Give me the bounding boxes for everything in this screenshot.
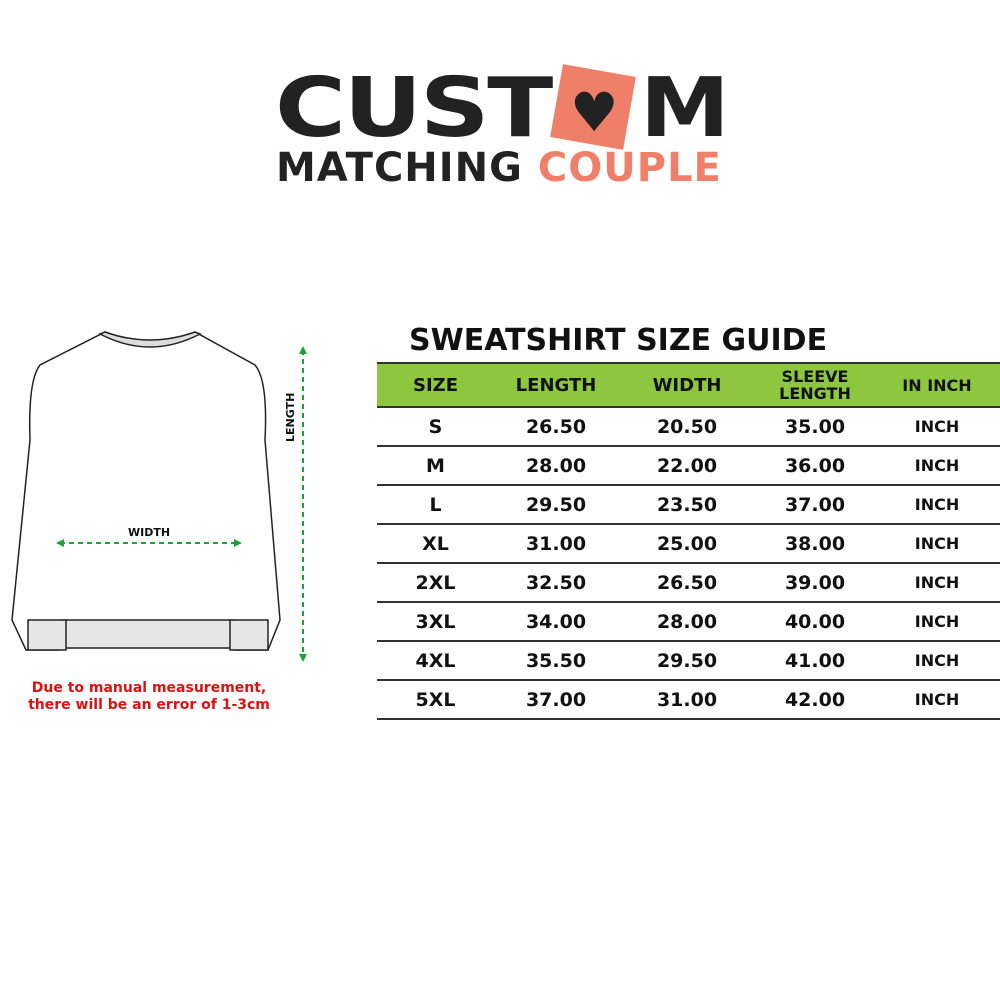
cell-size: XL xyxy=(377,524,494,564)
cell-width: 31.00 xyxy=(618,680,756,720)
cell-sleeve-length: 42.00 xyxy=(756,680,874,720)
header-sleeve-length: SLEEVE LENGTH xyxy=(756,362,874,408)
cell-unit: INCH xyxy=(874,485,1000,525)
size-table: SIZE LENGTH WIDTH SLEEVE LENGTH IN INCH … xyxy=(377,362,1000,720)
width-label: WIDTH xyxy=(128,526,170,539)
cell-width: 22.00 xyxy=(618,446,756,486)
cell-size: 4XL xyxy=(377,641,494,681)
table-header-row: SIZE LENGTH WIDTH SLEEVE LENGTH IN INCH xyxy=(377,362,1000,408)
cell-size: S xyxy=(377,407,494,447)
cell-sleeve-length: 39.00 xyxy=(756,563,874,603)
cell-unit: INCH xyxy=(874,563,1000,603)
cell-sleeve-length: 40.00 xyxy=(756,602,874,642)
sweatshirt-diagram: WIDTH LENGTH xyxy=(11,331,307,662)
logo-custom-text: CUST xyxy=(275,61,553,156)
cell-length: 29.50 xyxy=(494,485,618,525)
cell-length: 35.50 xyxy=(494,641,618,681)
cell-size: 3XL xyxy=(377,602,494,642)
header-width: WIDTH xyxy=(618,362,756,408)
table-row: M 28.00 22.00 36.00 INCH xyxy=(377,446,1000,486)
logo-subtitle: MATCHING COUPLE xyxy=(276,145,722,191)
cell-length: 37.00 xyxy=(494,680,618,720)
header-unit: IN INCH xyxy=(874,362,1000,408)
cell-width: 23.50 xyxy=(618,485,756,525)
cell-width: 28.00 xyxy=(618,602,756,642)
cell-sleeve-length: 38.00 xyxy=(756,524,874,564)
cell-unit: INCH xyxy=(874,524,1000,564)
brand-logo: CUST ♥ M MATCHING COUPLE xyxy=(270,60,730,200)
cell-size: 5XL xyxy=(377,680,494,720)
table-row: 5XL 37.00 31.00 42.00 INCH xyxy=(377,680,1000,720)
cell-width: 20.50 xyxy=(618,407,756,447)
cell-sleeve-length: 37.00 xyxy=(756,485,874,525)
cell-width: 25.00 xyxy=(618,524,756,564)
cell-unit: INCH xyxy=(874,641,1000,681)
table-row: S 26.50 20.50 35.00 INCH xyxy=(377,407,1000,447)
cell-size: M xyxy=(377,446,494,486)
sweatshirt-collar xyxy=(98,331,202,348)
cell-sleeve-length: 36.00 xyxy=(756,446,874,486)
length-label: LENGTH xyxy=(284,393,297,442)
table-row: L 29.50 23.50 37.00 INCH xyxy=(377,485,1000,525)
page-title: SWEATSHIRT SIZE GUIDE xyxy=(409,323,828,358)
table-row: 4XL 35.50 29.50 41.00 INCH xyxy=(377,641,1000,681)
logo-m-text: M xyxy=(640,61,730,156)
cell-size: 2XL xyxy=(377,563,494,603)
table-row: 2XL 32.50 26.50 39.00 INCH xyxy=(377,563,1000,603)
table-row: XL 31.00 25.00 38.00 INCH xyxy=(377,524,1000,564)
cell-sleeve-length: 35.00 xyxy=(756,407,874,447)
cell-length: 26.50 xyxy=(494,407,618,447)
cell-unit: INCH xyxy=(874,602,1000,642)
cell-length: 34.00 xyxy=(494,602,618,642)
cell-sleeve-length: 41.00 xyxy=(756,641,874,681)
measurement-note: Due to manual measurement, there will be… xyxy=(28,680,270,713)
cell-width: 29.50 xyxy=(618,641,756,681)
cell-length: 31.00 xyxy=(494,524,618,564)
right-cuff xyxy=(229,619,269,651)
cell-unit: INCH xyxy=(874,407,1000,447)
left-cuff xyxy=(27,619,67,651)
waistband xyxy=(62,619,234,649)
header-size: SIZE xyxy=(377,362,494,408)
cell-length: 28.00 xyxy=(494,446,618,486)
sweatshirt-body xyxy=(11,331,281,651)
header-length: LENGTH xyxy=(494,362,618,408)
cell-size: L xyxy=(377,485,494,525)
cell-width: 26.50 xyxy=(618,563,756,603)
table-row: 3XL 34.00 28.00 40.00 INCH xyxy=(377,602,1000,642)
cell-unit: INCH xyxy=(874,446,1000,486)
cell-length: 32.50 xyxy=(494,563,618,603)
cell-unit: INCH xyxy=(874,680,1000,720)
heart-icon: ♥ xyxy=(570,81,619,144)
